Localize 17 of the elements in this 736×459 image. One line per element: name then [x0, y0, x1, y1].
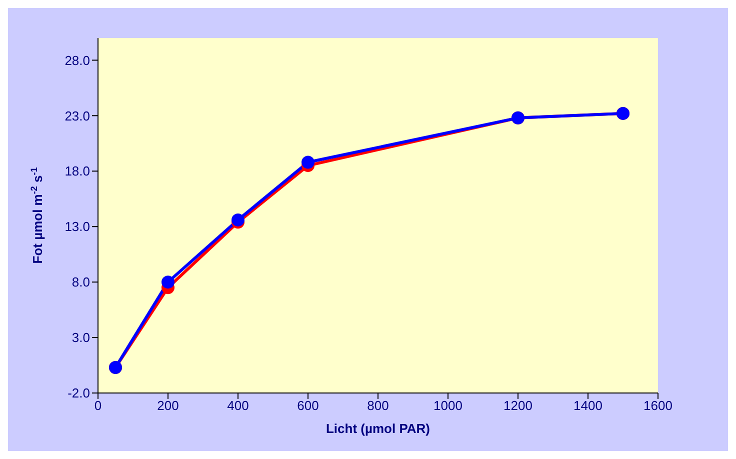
y-tick-label: 23.0 — [64, 108, 90, 124]
x-tick-label: 1600 — [644, 398, 672, 414]
x-tick-label: 1400 — [574, 398, 602, 414]
x-tick-label: 0 — [94, 398, 102, 414]
x-tick-label: 200 — [157, 398, 179, 414]
x-tick-label: 400 — [227, 398, 249, 414]
y-tick-label: 18.0 — [64, 164, 90, 179]
y-tick-label: 3.0 — [72, 330, 90, 346]
y-tick-label: 8.0 — [72, 274, 90, 290]
y-tick-label: 13.0 — [64, 219, 90, 234]
y-tick-label: -2.0 — [68, 386, 90, 401]
x-tick-label: 600 — [297, 398, 319, 414]
x-tick-label: 1200 — [504, 398, 532, 414]
x-axis-title: Licht (µmol PAR) — [326, 421, 430, 436]
x-tick-label: 1000 — [434, 398, 462, 414]
x-tick-label: 800 — [367, 398, 389, 414]
y-tick-label: 28.0 — [64, 52, 90, 68]
